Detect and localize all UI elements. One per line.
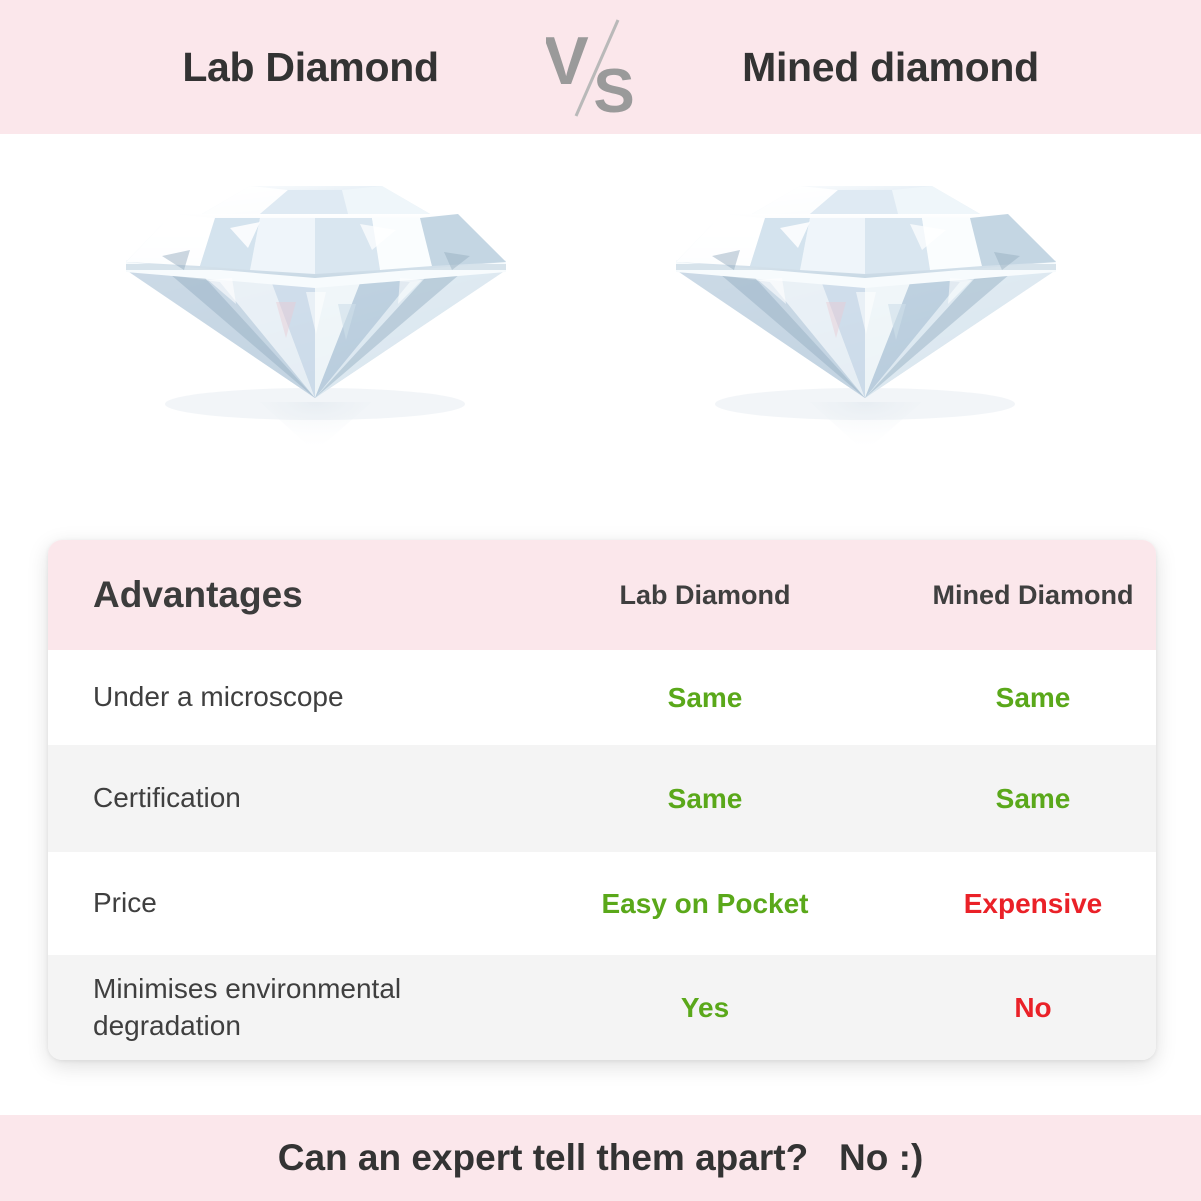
comparison-card: Advantages Lab Diamond Mined Diamond Und… (48, 540, 1156, 1060)
comparison-table: Advantages Lab Diamond Mined Diamond Und… (48, 540, 1156, 1060)
vs-badge: V S (546, 12, 656, 122)
footer-question: Can an expert tell them apart? No :) (277, 1137, 924, 1178)
row-value-lab: Yes (680, 991, 730, 1023)
row-value-mined: Same (995, 782, 1071, 814)
row-value-lab: Same (667, 681, 743, 713)
mined-diamond-image (660, 152, 1070, 482)
header-left-title: Lab Diamond (182, 43, 439, 90)
table-row: Minimises environmental degradation Yes … (48, 955, 1156, 1060)
column-header-lab-diamond: Lab Diamond (619, 579, 791, 610)
page-header: Lab Diamond V S Mined diamond (0, 0, 1201, 134)
row-feature-label: Under a microscope (93, 681, 344, 713)
svg-text:S: S (593, 57, 634, 122)
table-row: Under a microscope Same Same (48, 650, 1156, 745)
header-right-title: Mined diamond (742, 43, 1039, 90)
row-feature-label: Price (93, 887, 157, 919)
table-row: Certification Same Same (48, 745, 1156, 852)
column-header-mined-diamond: Mined Diamond (932, 579, 1134, 610)
column-header-advantages: Advantages (93, 573, 303, 615)
table-header-row: Advantages Lab Diamond Mined Diamond (48, 540, 1156, 650)
row-feature-label: Minimises environmental degradation (93, 972, 402, 1041)
row-value-mined: Same (995, 681, 1071, 713)
row-value-mined: No (1014, 991, 1052, 1023)
table-row: Price Easy on Pocket Expensive (48, 852, 1156, 955)
svg-text:V: V (546, 23, 589, 99)
row-value-mined: Expensive (963, 887, 1103, 919)
row-feature-label: Certification (93, 782, 241, 814)
page-footer: Can an expert tell them apart? No :) (0, 1115, 1201, 1201)
diamond-stage (0, 134, 1201, 534)
row-value-lab: Easy on Pocket (601, 887, 809, 919)
lab-diamond-image (110, 152, 520, 482)
row-value-lab: Same (667, 782, 743, 814)
